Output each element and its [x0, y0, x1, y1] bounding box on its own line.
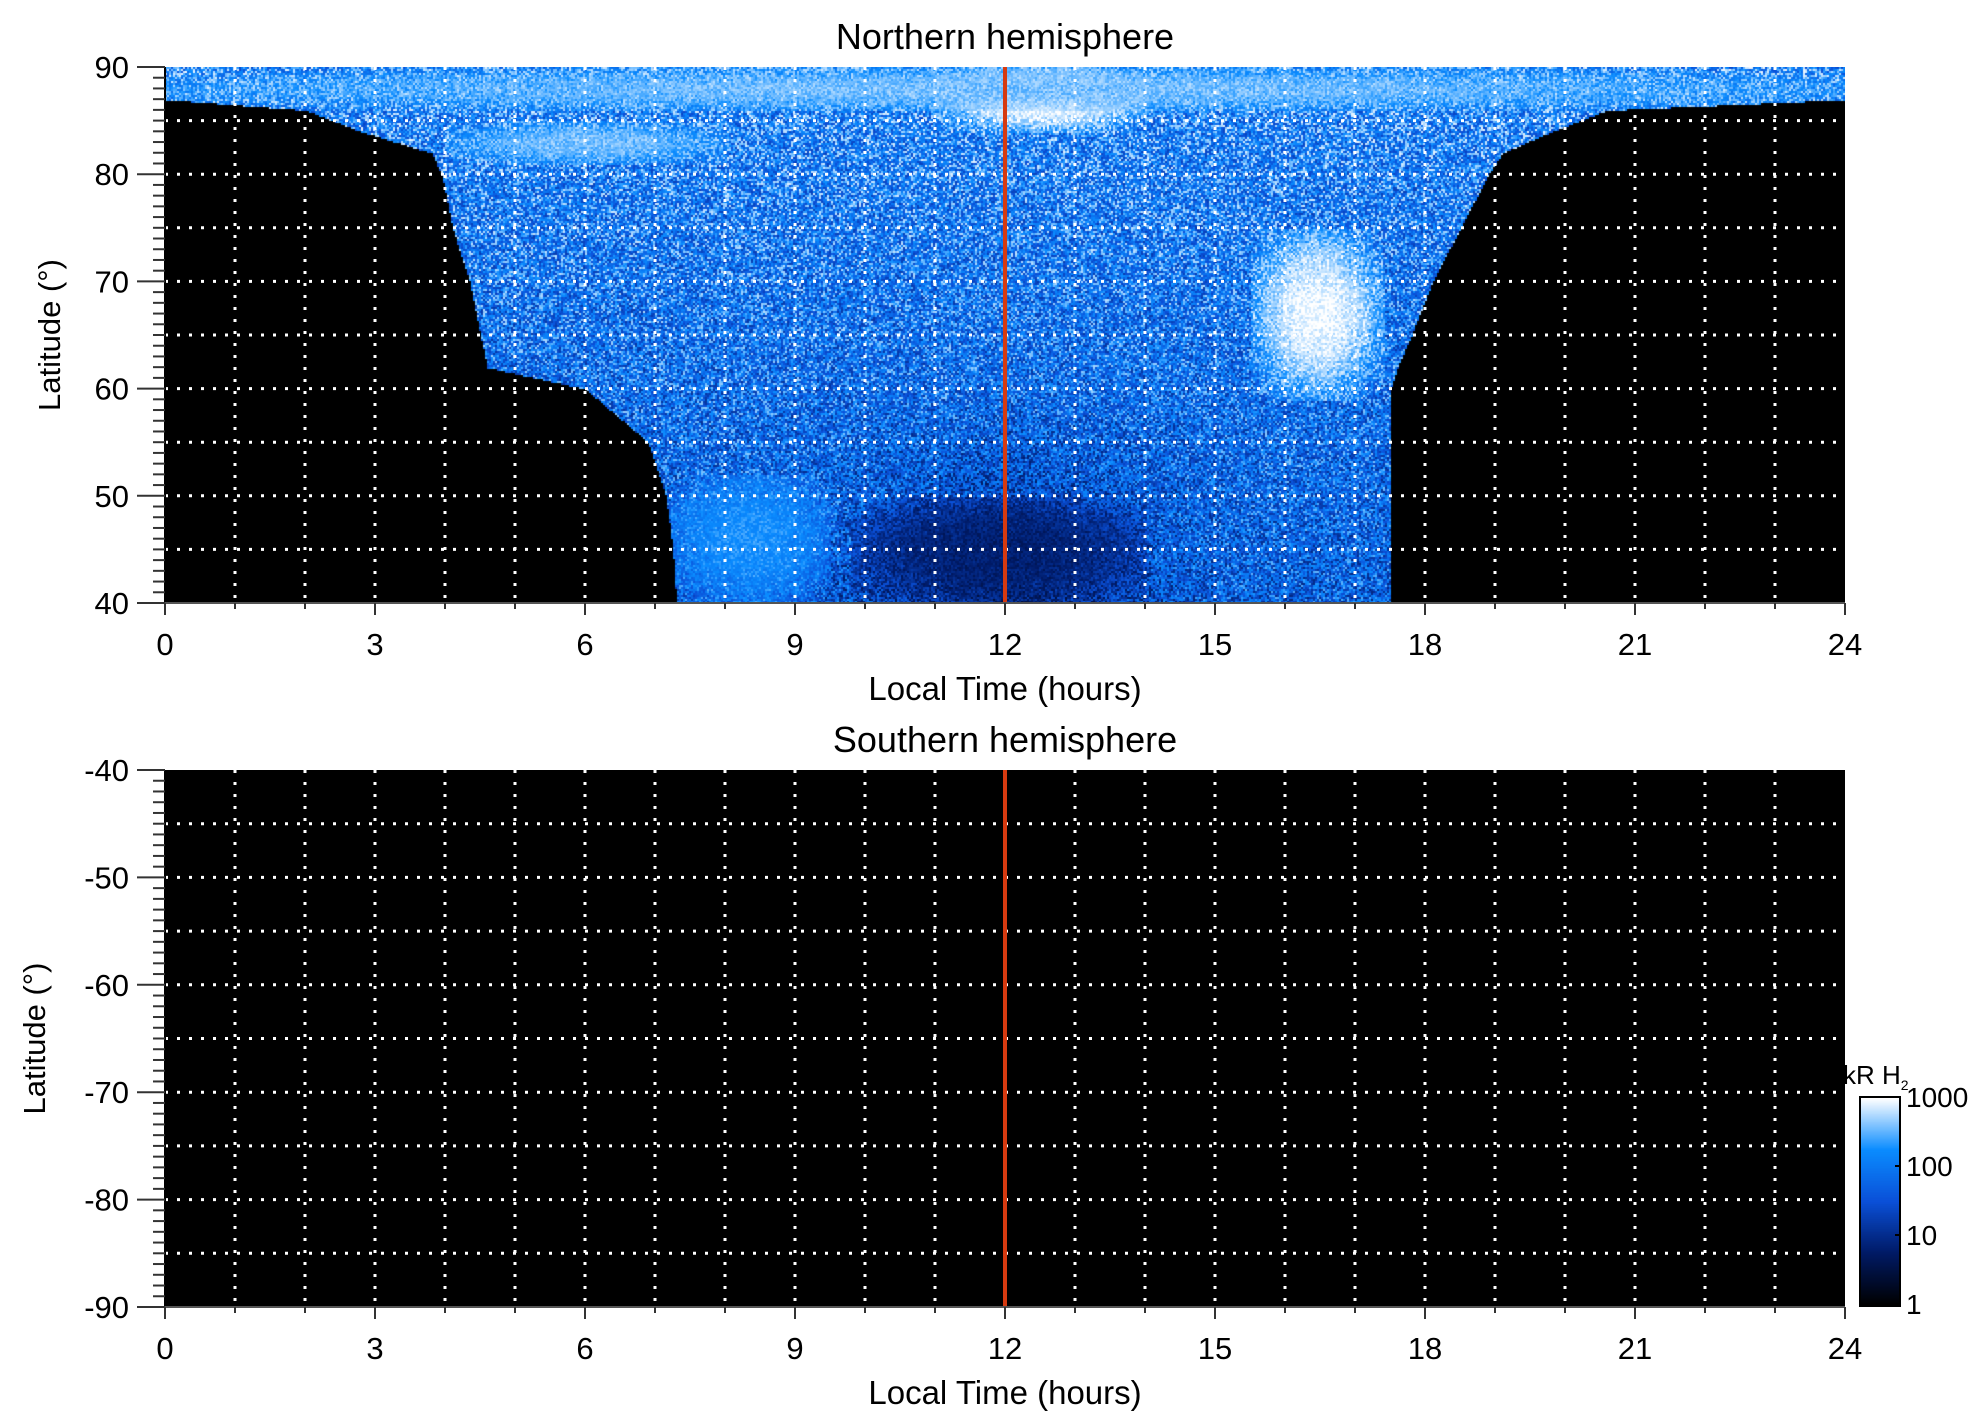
y-tick-label: 60 [95, 372, 129, 407]
x-axis-label: Local Time (hours) [868, 670, 1141, 707]
x-tick-label: 9 [786, 627, 803, 662]
y-tick-label: 90 [95, 50, 129, 85]
x-tick-label: 18 [1408, 627, 1442, 662]
x-tick-label: 6 [576, 1331, 593, 1366]
x-tick-label: 0 [156, 1331, 173, 1366]
x-tick-label: 9 [786, 1331, 803, 1366]
colorbar-label: kR H2 [1843, 1060, 1909, 1093]
x-tick-label: 3 [366, 1331, 383, 1366]
y-axis-label: Latitude (°) [32, 259, 67, 411]
y-tick-label: 70 [95, 264, 129, 299]
x-axis-label: Local Time (hours) [868, 1374, 1141, 1411]
x-tick-label: 3 [366, 627, 383, 662]
x-tick-label: 6 [576, 627, 593, 662]
colorbar-gradient [1859, 1096, 1901, 1307]
x-tick-label: 18 [1408, 1331, 1442, 1366]
y-tick-label: -70 [84, 1075, 129, 1110]
y-tick-label: 50 [95, 479, 129, 514]
chart-title: Northern hemisphere [836, 16, 1174, 57]
colorbar-tick-label: 10 [1906, 1220, 1937, 1251]
chart-title: Southern hemisphere [833, 719, 1177, 760]
x-tick-label: 24 [1828, 1331, 1862, 1366]
x-tick-label: 21 [1618, 1331, 1652, 1366]
x-tick-label: 12 [988, 627, 1022, 662]
y-tick-label: 40 [95, 586, 129, 621]
y-axis-label: Latitude (°) [17, 963, 52, 1115]
x-tick-label: 15 [1198, 627, 1232, 662]
y-tick-label: -50 [84, 860, 129, 895]
y-tick-label: -40 [84, 753, 129, 788]
x-tick-label: 24 [1828, 627, 1862, 662]
colorbar-tick-label: 1 [1906, 1289, 1922, 1320]
colorbar-tick-label: 1000 [1906, 1082, 1968, 1113]
y-tick-label: -80 [84, 1183, 129, 1218]
colorbar-tick-label: 100 [1906, 1151, 1953, 1182]
y-tick-label: 80 [95, 157, 129, 192]
x-tick-label: 12 [988, 1331, 1022, 1366]
x-tick-label: 21 [1618, 627, 1652, 662]
y-tick-label: -90 [84, 1290, 129, 1325]
y-tick-label: -60 [84, 968, 129, 1003]
x-tick-label: 0 [156, 627, 173, 662]
x-tick-label: 15 [1198, 1331, 1232, 1366]
